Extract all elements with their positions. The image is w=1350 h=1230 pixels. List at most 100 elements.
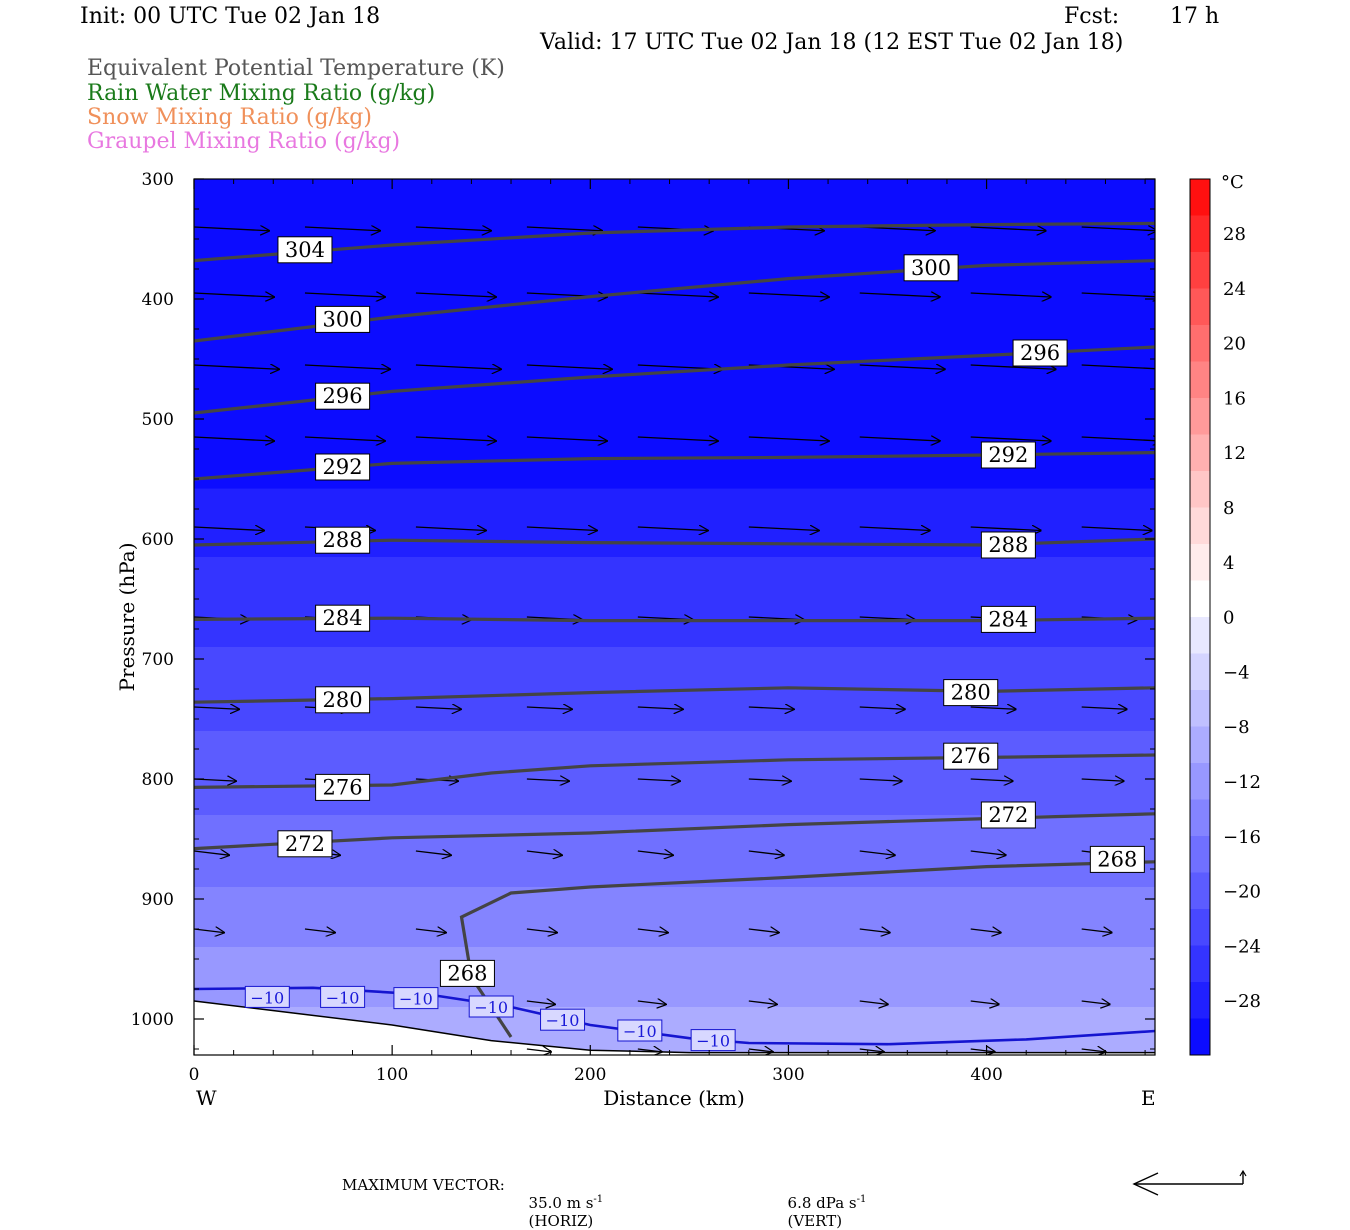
isotherm-label: −10 [623,1022,657,1041]
east-label: E [1141,1086,1156,1110]
colorbar-swatch [1190,215,1210,253]
wind-vector [415,365,501,369]
y-tick-label: 800 [142,770,174,790]
wind-vector [748,1049,773,1052]
wind-vector [1081,1001,1110,1004]
contour-label-box [943,742,999,770]
contour-label-box [980,441,1036,469]
wind-vector [415,227,491,231]
contour-label-box [315,305,371,333]
wind-vector [194,293,274,297]
theta-e-contour [194,221,1155,263]
colorbar-swatch [1190,507,1210,545]
y-tick-label: 500 [142,410,174,430]
contour-label-box [1089,845,1145,873]
wind-vector [748,851,784,855]
wind-vector [194,929,224,933]
contour-label: 268 [1097,847,1137,871]
isotherm-label: −10 [399,990,433,1009]
colorbar-tick-label: 12 [1223,443,1246,464]
isotherm-label-box [393,987,439,1010]
wind-vector [970,527,1041,531]
wind-vector [859,851,895,855]
wind-vector [415,929,446,933]
max-vector-label: MAXIMUM VECTOR: [342,1176,505,1194]
temperature-band [194,887,1155,948]
contour-label-box [277,236,333,264]
wind-vector [1081,527,1152,531]
legend-line-graupel: Graupel Mixing Ratio (g/kg) [87,129,401,154]
contour-label: 296 [1020,341,1060,365]
wind-vector [970,437,1051,441]
wind-vector [1081,293,1155,297]
wind-vector [1081,707,1127,709]
contour-label: 288 [323,528,363,552]
colorbar-tick-label: −12 [1223,772,1261,793]
colorbar-tick-label: 4 [1223,553,1234,574]
max-horiz-value: 35.0 m s [528,1194,594,1212]
colorbar-swatch [1190,653,1210,691]
wind-vector [415,527,486,531]
y-tick-label: 400 [142,290,174,310]
wind-vector [1081,779,1124,781]
wind-vector [970,365,1056,369]
wind-vector [304,227,380,231]
contour-label-box [277,830,333,858]
wind-vector [1081,437,1155,441]
isotherm-label-box [468,995,514,1018]
y-tick-label: 700 [142,650,174,670]
isotherm-label: −10 [546,1011,580,1030]
colorbar-swatch [1190,1018,1210,1056]
contour-label-box [980,801,1036,829]
colorbar-swatch [1190,398,1210,435]
contour-label: 276 [323,775,363,799]
isotherm-label: −10 [474,998,508,1017]
colorbar-tick-label: −28 [1223,991,1261,1012]
contour-label: 300 [323,307,363,331]
wind-vector [637,779,680,781]
wind-vector [1081,929,1112,933]
wind-vector [748,707,794,709]
colorbar-swatch [1190,617,1210,654]
wind-vector [526,227,602,231]
colorbar-swatch [1190,580,1210,618]
wind-vector [859,779,902,781]
colorbar-swatch [1190,982,1210,1019]
colorbar-unit: °C [1221,172,1244,193]
wind-vector [526,1001,555,1004]
plot-frame [193,178,1156,1056]
wind-vector [859,437,940,441]
colorbar-tick-label: 24 [1223,279,1246,300]
x-tick-label: 300 [772,1065,804,1085]
wind-vector [526,929,557,933]
wind-vector [637,437,718,441]
wind-vector [748,779,791,781]
contour-label: 284 [988,607,1028,631]
wind-vector [748,293,829,297]
wind-vector [859,527,930,531]
wind-vector [970,779,1013,781]
isotherm-label: −10 [326,988,360,1007]
wind-vector [1081,227,1155,231]
y-tick-label: 1000 [131,1010,174,1030]
wind-vector [970,707,1016,709]
wind-vector [304,929,335,933]
x-tick-label: 100 [376,1065,408,1085]
y-axis-title: Pressure (hPa) [115,543,139,692]
colorbar-tick-label: 20 [1223,334,1246,355]
wind-vector [415,707,461,709]
max-horiz-vector: 35.0 m s-1 (HORIZ) [519,1176,604,1230]
wind-vector [304,293,385,297]
wind-vector [859,1001,888,1004]
contour-label-box [315,773,371,801]
wind-vector [637,707,683,709]
wind-vector [859,1049,884,1052]
colorbar-swatch [1190,252,1210,289]
wind-vector [970,929,1001,933]
wind-vector [526,365,612,369]
wind-vector [637,527,708,531]
colorbar-frame [1189,178,1211,1056]
wind-vector [859,227,935,231]
colorbar: 28 24 20 16 12 8 4 0 −4 −8 −12 −16 −20 −24 −28 [1189,178,1261,1056]
contour-label: 276 [951,744,991,768]
